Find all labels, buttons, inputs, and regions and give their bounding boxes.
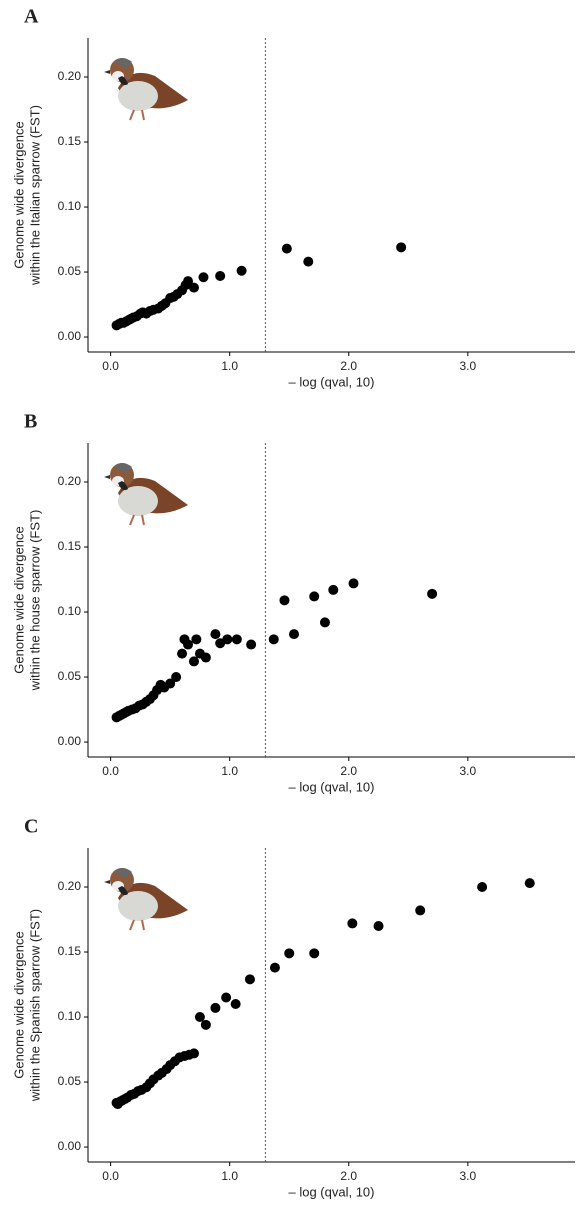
point [328, 584, 339, 595]
point [231, 634, 242, 645]
y-tick-label: 0.05 [58, 264, 82, 278]
bird-image [103, 867, 189, 931]
x-tick-label: 0.0 [102, 359, 119, 373]
point [269, 962, 280, 973]
x-axis-label: – log (qval, 10) [289, 1184, 375, 1199]
point [244, 974, 255, 985]
x-tick-label: 3.0 [459, 359, 476, 373]
y-tick-label: 0.10 [58, 604, 82, 618]
point [198, 272, 209, 283]
point [415, 905, 426, 916]
y-tick-label: 0.20 [58, 69, 82, 83]
point [191, 634, 202, 645]
x-tick-label: 1.0 [221, 359, 238, 373]
point [319, 617, 330, 628]
y-axis-label-line: Genome wide divergence [11, 526, 26, 673]
x-tick-label: 3.0 [459, 764, 476, 778]
y-axis-label-line: within the Spanish sparrow (FST) [27, 909, 42, 1102]
point [268, 634, 279, 645]
x-tick-label: 0.0 [102, 1169, 119, 1183]
y-axis-label: Genome wide divergence within the Spanish… [11, 909, 42, 1102]
y-tick-label: 0.00 [58, 329, 82, 343]
y-axis-label: Genome wide divergence within the Italian… [11, 105, 42, 286]
point [373, 921, 384, 932]
point [210, 1002, 221, 1013]
y-tick-label: 0.05 [58, 669, 82, 683]
panel-label: C [24, 816, 38, 838]
point [309, 591, 320, 602]
y-tick-label: 0.20 [58, 474, 82, 488]
point [183, 276, 194, 287]
point [200, 1019, 211, 1030]
y-axis-label: Genome wide divergence within the house s… [11, 510, 42, 692]
point [188, 282, 199, 293]
panel-label: A [24, 6, 39, 28]
y-tick-label: 0.10 [58, 199, 82, 213]
point [236, 265, 247, 276]
x-tick-label: 0.0 [102, 764, 119, 778]
point [171, 672, 182, 683]
x-tick-label: 2.0 [340, 1169, 357, 1183]
panel-label: B [24, 411, 37, 433]
point [246, 639, 257, 650]
point [188, 656, 199, 667]
point [177, 648, 188, 659]
y-tick-label: 0.10 [58, 1009, 82, 1023]
y-tick-label: 0.15 [58, 134, 82, 148]
point [221, 992, 232, 1003]
point [309, 948, 320, 959]
y-axis-label-line: Genome wide divergence [11, 931, 26, 1078]
y-axis-label-line: Genome wide divergence [11, 121, 26, 268]
point [347, 918, 358, 929]
bird-image [103, 57, 189, 121]
x-tick-label: 2.0 [340, 359, 357, 373]
y-tick-label: 0.00 [58, 734, 82, 748]
point [396, 242, 407, 253]
point [524, 878, 535, 889]
point [215, 270, 226, 281]
point [210, 629, 221, 640]
x-tick-label: 1.0 [221, 764, 238, 778]
point [281, 243, 292, 254]
y-tick-label: 0.15 [58, 539, 82, 553]
point [303, 256, 314, 267]
point [348, 578, 359, 589]
point [194, 1012, 205, 1023]
bird-image [103, 462, 189, 526]
x-tick-label: 1.0 [221, 1169, 238, 1183]
y-tick-label: 0.05 [58, 1074, 82, 1088]
y-axis-label-line: within the house sparrow (FST) [27, 510, 42, 692]
point [222, 634, 233, 645]
y-axis-label-line: within the Italian sparrow (FST) [27, 105, 42, 286]
point [188, 1048, 199, 1059]
x-axis-label: – log (qval, 10) [289, 779, 375, 794]
point [288, 629, 299, 640]
point [427, 588, 438, 599]
y-tick-label: 0.00 [58, 1139, 82, 1153]
point [200, 652, 211, 663]
point [284, 948, 295, 959]
point [477, 882, 488, 893]
point [183, 639, 194, 650]
point [230, 999, 241, 1010]
x-tick-label: 2.0 [340, 764, 357, 778]
x-tick-label: 3.0 [459, 1169, 476, 1183]
point [279, 595, 290, 606]
x-axis-label: – log (qval, 10) [289, 374, 375, 389]
y-tick-label: 0.20 [58, 879, 82, 893]
y-tick-label: 0.15 [58, 944, 82, 958]
point [165, 678, 176, 689]
